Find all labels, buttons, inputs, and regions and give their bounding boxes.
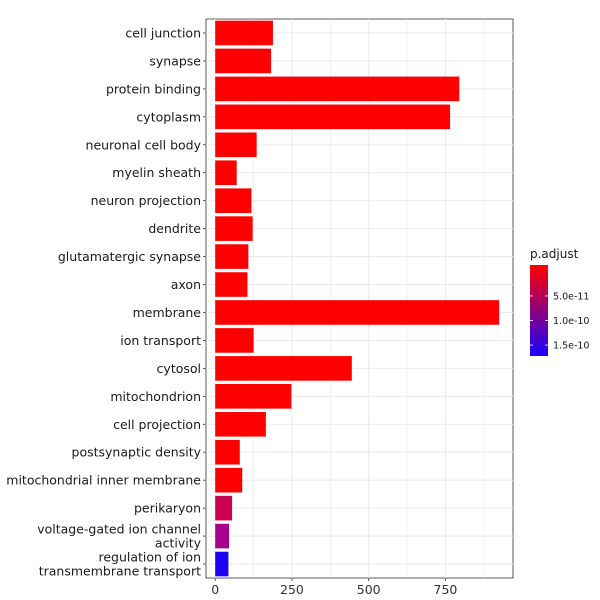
- x-tick-label: 750: [434, 582, 458, 597]
- bar: [215, 216, 253, 241]
- bar: [215, 48, 272, 74]
- legend: p.adjust 5.0e-11 1.0e-10 1.5e-10: [530, 247, 589, 356]
- bar: [215, 160, 237, 186]
- bar: [215, 384, 292, 409]
- x-tick-label: 500: [357, 582, 381, 597]
- category-label: glutamatergic synapse: [58, 249, 201, 264]
- legend-tick-label: 1.0e-10: [553, 316, 589, 327]
- category-labels: cell junction synapse protein binding cytop…: [6, 25, 206, 579]
- legend-title: p.adjust: [530, 247, 579, 261]
- legend-tick-label: 5.0e-11: [553, 291, 589, 302]
- bar: [215, 523, 230, 549]
- category-label: mitochondrion: [110, 389, 201, 404]
- category-label: cytosol: [157, 361, 201, 376]
- bar: [215, 439, 240, 465]
- bar: [215, 356, 352, 381]
- category-label: cell junction: [125, 25, 201, 40]
- category-label: cytoplasm: [136, 109, 201, 124]
- category-label: regulation of ion: [98, 550, 201, 565]
- category-label: perikaryon: [134, 501, 201, 516]
- bar: [215, 495, 233, 521]
- bar: [215, 551, 229, 577]
- bar: [215, 467, 243, 493]
- legend-tick-label: 1.5e-10: [553, 341, 589, 352]
- bar: [215, 20, 273, 46]
- bar: [215, 244, 249, 269]
- category-label: voltage-gated ion channel: [37, 522, 201, 537]
- category-label: mitochondrial inner membrane: [6, 473, 201, 488]
- category-label: activity: [155, 536, 202, 551]
- category-label: membrane: [133, 305, 202, 320]
- x-tick-label: 250: [280, 582, 304, 597]
- category-label: ion transport: [120, 333, 201, 348]
- category-label: synapse: [149, 53, 201, 68]
- x-tick-label: 0: [211, 582, 219, 597]
- category-label: postsynaptic density: [72, 445, 202, 460]
- category-label: protein binding: [106, 81, 201, 96]
- category-label: transmembrane transport: [39, 564, 201, 579]
- category-label: myelin sheath: [112, 165, 201, 180]
- bar: [215, 328, 254, 353]
- category-label: neuron projection: [91, 193, 201, 208]
- bar: [215, 132, 257, 158]
- category-label: cell projection: [113, 417, 201, 432]
- bar: [215, 76, 460, 102]
- bar: [215, 188, 252, 213]
- category-label: dendrite: [148, 221, 201, 236]
- bar: [215, 104, 451, 130]
- bar: [215, 272, 248, 297]
- plot-panel: [205, 18, 514, 579]
- legend-colorbar: [530, 265, 548, 356]
- bars: [215, 20, 500, 577]
- x-axis-ticks: 0 250 500 750: [211, 578, 457, 597]
- bar: [215, 411, 266, 437]
- category-label: neuronal cell body: [86, 137, 202, 152]
- bar: [215, 300, 500, 325]
- category-label: axon: [171, 277, 201, 292]
